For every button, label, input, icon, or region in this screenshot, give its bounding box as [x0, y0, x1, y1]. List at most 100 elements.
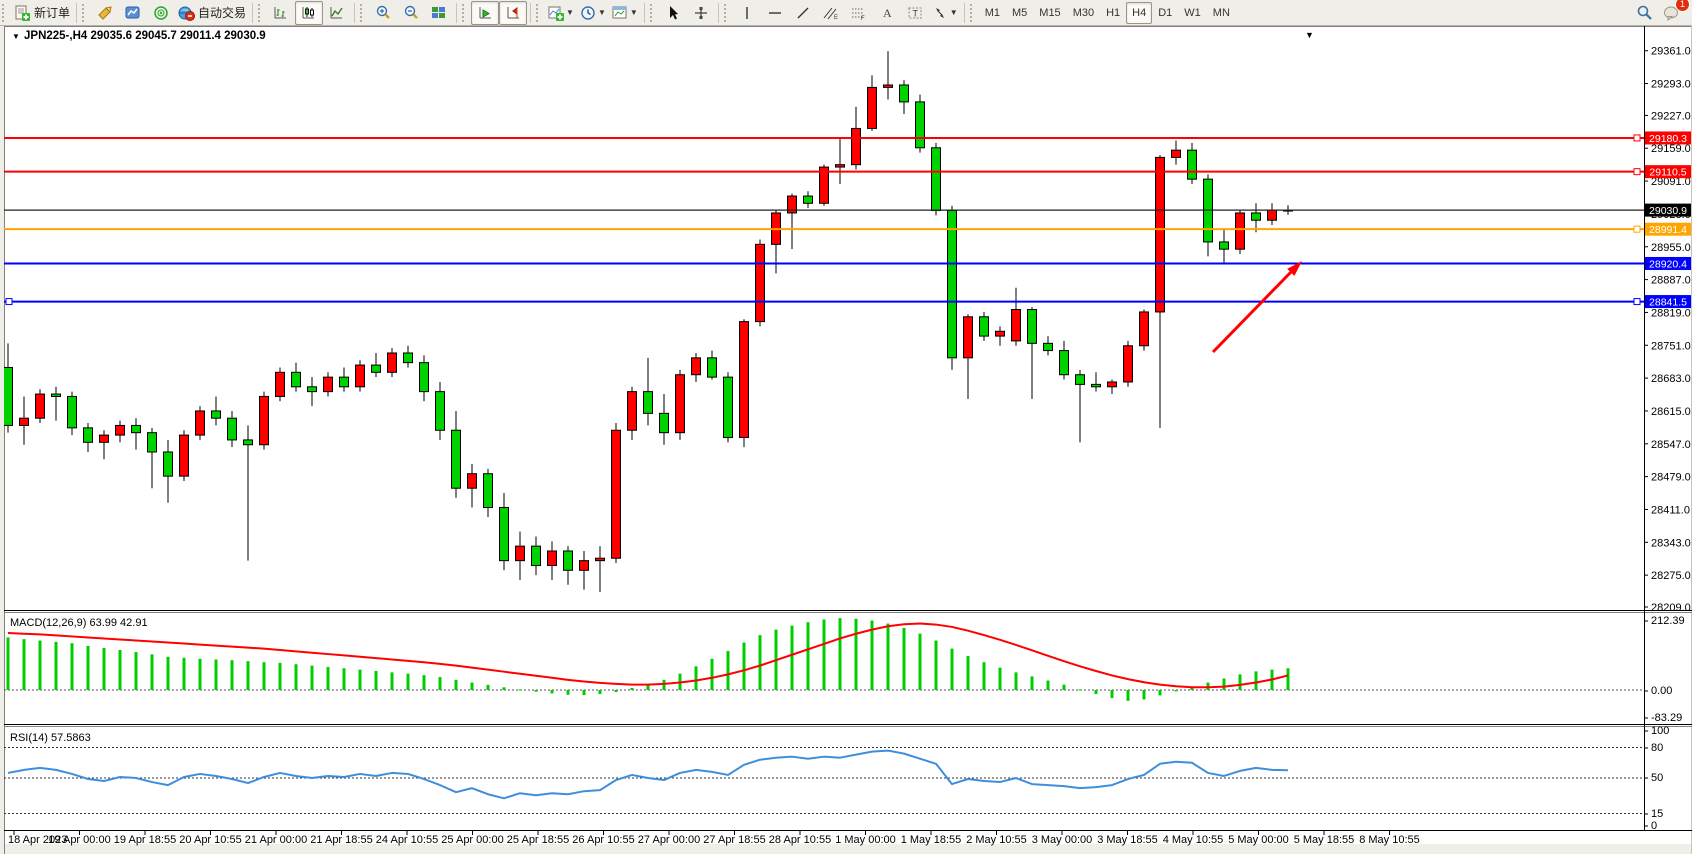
svg-text:29159.0: 29159.0 — [1651, 143, 1691, 155]
chart-menu-arrow[interactable]: ▼ — [1305, 30, 1314, 40]
toolbar-grip[interactable] — [2, 3, 9, 22]
svg-text:A: A — [883, 6, 892, 20]
chart-canvas[interactable]: 29361.029293.029227.029159.029091.029023… — [3, 26, 1692, 854]
svg-text:JPN225-,H4 29035.6 29045.7 29: JPN225-,H4 29035.6 29045.7 29011.4 29030… — [24, 30, 266, 42]
svg-text:21 Apr 00:00: 21 Apr 00:00 — [245, 834, 307, 846]
macd-bar — [1078, 689, 1082, 691]
macd-bar — [566, 690, 570, 695]
arrows-button[interactable]: ▼ — [929, 1, 961, 25]
svg-text:28 Apr 10:55: 28 Apr 10:55 — [769, 834, 831, 846]
notifications-button[interactable]: 1 — [1658, 0, 1690, 25]
svg-text:29110.5: 29110.5 — [1649, 167, 1686, 179]
text-label-button[interactable]: T — [901, 1, 929, 25]
candle-body — [323, 376, 333, 393]
macd-bar — [1190, 686, 1194, 690]
candle-body — [115, 424, 125, 436]
svg-text:▼: ▼ — [12, 32, 20, 41]
candle-body — [787, 195, 797, 214]
svg-text:28209.0: 28209.0 — [1651, 602, 1691, 614]
bar-chart-mode-button[interactable] — [267, 1, 295, 25]
svg-text:27 Apr 18:55: 27 Apr 18:55 — [703, 834, 765, 846]
timeframe-h1[interactable]: H1 — [1106, 6, 1121, 19]
auto-scroll-button[interactable] — [471, 0, 500, 25]
candle-body — [227, 417, 237, 441]
macd-bar — [710, 658, 714, 690]
svg-text:28841.5: 28841.5 — [1649, 297, 1687, 309]
candle-body — [1267, 209, 1277, 221]
periods-button[interactable]: ▼ — [577, 1, 609, 25]
svg-text:80: 80 — [1651, 742, 1663, 754]
clock-icon — [581, 5, 595, 20]
news-button[interactable] — [147, 1, 175, 25]
templates-button[interactable]: ▼ — [609, 1, 641, 25]
svg-text:25 Apr 18:55: 25 Apr 18:55 — [507, 834, 569, 846]
macd-bar — [918, 633, 922, 690]
text-icon: A — [883, 6, 892, 20]
macd-bar — [70, 643, 74, 690]
history-center-button[interactable] — [91, 1, 119, 25]
timeframe-m30[interactable]: M30 — [1072, 6, 1095, 19]
timeframe-d1[interactable]: D1 — [1158, 6, 1173, 19]
timeframe-mn[interactable]: MN — [1212, 6, 1230, 19]
line-handle — [5, 298, 13, 306]
macd-bar — [326, 666, 330, 690]
channel-button[interactable]: E — [817, 1, 845, 25]
zoom-out-button[interactable] — [397, 1, 425, 25]
macd-bar — [278, 662, 282, 690]
candle-body — [515, 545, 525, 562]
macd-bar — [198, 658, 202, 690]
arrow-annotation[interactable] — [1211, 261, 1302, 354]
macd-signal-line — [7, 622, 1289, 689]
macd-bar — [358, 669, 362, 690]
svg-text:28411.0: 28411.0 — [1651, 504, 1690, 516]
cursor-button[interactable] — [659, 1, 687, 25]
candle-body — [755, 243, 765, 323]
search-button[interactable] — [1630, 1, 1658, 25]
tile-windows-button[interactable] — [425, 1, 453, 25]
macd-bar — [1030, 676, 1034, 690]
svg-text:18 Apr 2023: 18 Apr 2023 — [8, 834, 67, 846]
macd-bar — [534, 690, 538, 692]
candlestick-mode-button[interactable] — [295, 0, 324, 25]
candle-body — [883, 84, 893, 88]
candle-body — [355, 364, 365, 388]
macd-bar — [502, 687, 506, 690]
candle-body — [291, 371, 301, 388]
timeframe-m15[interactable]: M15 — [1039, 6, 1061, 19]
timeframe-m5[interactable]: M5 — [1012, 6, 1028, 19]
macd-bar — [1094, 690, 1098, 695]
svg-text:28751.0: 28751.0 — [1651, 340, 1691, 352]
timeframe-h4[interactable]: H4 — [1126, 1, 1153, 24]
price-line-badge — [1645, 256, 1691, 270]
market-watch-button[interactable] — [119, 1, 147, 25]
candle-body — [819, 166, 829, 204]
horizontal-line-button[interactable] — [761, 1, 789, 25]
market-watch-icon — [125, 6, 140, 18]
price-line-badge — [1645, 203, 1691, 217]
crosshair-button[interactable] — [687, 1, 715, 25]
line-handle — [1633, 134, 1641, 142]
text-button[interactable]: A — [873, 1, 901, 25]
vertical-line-button[interactable] — [733, 1, 761, 25]
line-chart-mode-button[interactable] — [323, 1, 351, 25]
fibonacci-button[interactable]: F — [845, 1, 873, 25]
line-handle — [1633, 298, 1641, 306]
macd-bar — [1046, 680, 1050, 690]
trendline-button[interactable] — [789, 1, 817, 25]
timeframe-m1[interactable]: M1 — [984, 6, 1000, 19]
auto-trading-button[interactable]: 自动交易 — [175, 1, 249, 25]
zoom-in-button[interactable] — [369, 1, 397, 25]
svg-text:28683.0: 28683.0 — [1651, 373, 1691, 385]
macd-bar — [118, 649, 122, 690]
macd-bar — [1110, 690, 1114, 699]
timeframe-w1[interactable]: W1 — [1184, 6, 1201, 19]
indicators-button[interactable]: ▼ — [545, 1, 577, 25]
new-order-button[interactable]: 新订单 — [11, 1, 73, 25]
chart-area[interactable]: 29361.029293.029227.029159.029091.029023… — [3, 26, 1692, 854]
price-line-badge — [1645, 131, 1691, 145]
svg-text:29091.0: 29091.0 — [1651, 176, 1691, 188]
candle-body — [1187, 149, 1197, 180]
chart-shift-button[interactable] — [499, 0, 528, 25]
svg-text:29227.0: 29227.0 — [1651, 110, 1691, 122]
